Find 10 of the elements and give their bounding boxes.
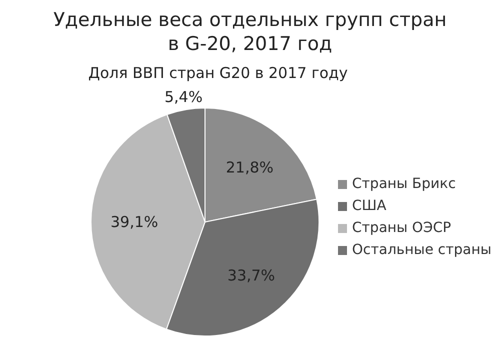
data-label: 5,4% — [164, 88, 203, 106]
data-label: 39,1% — [110, 212, 158, 231]
chart-subtitle: Доля ВВП стран G20 в 2017 году — [87, 64, 349, 82]
chart-title: Удельные веса отдельных групп стран в G-20, 2017 год — [52, 8, 448, 56]
legend-label: Страны ОЭСР — [352, 219, 452, 238]
legend-label: Страны Брикс — [352, 175, 456, 194]
data-label: 33,7% — [227, 266, 276, 284]
legend-label: Остальные страны — [352, 241, 492, 260]
data-label: 21,8% — [226, 158, 274, 176]
legend-label: США — [352, 197, 386, 216]
